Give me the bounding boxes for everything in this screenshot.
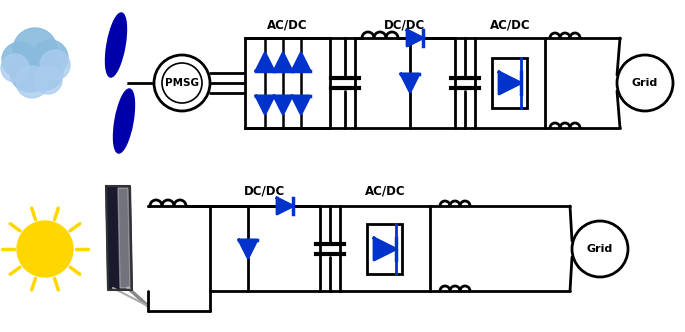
Polygon shape [274,96,292,114]
Bar [210,206,320,291]
Text: DC/DC: DC/DC [384,19,425,32]
Text: AC/DC: AC/DC [364,185,406,198]
Circle shape [27,54,63,90]
Polygon shape [256,96,274,114]
Polygon shape [239,240,257,258]
Text: AC/DC: AC/DC [266,19,308,32]
Circle shape [10,52,50,92]
Circle shape [572,221,628,277]
Ellipse shape [114,89,134,153]
Text: DC/DC: DC/DC [245,185,286,198]
Polygon shape [277,198,293,214]
Bar [355,38,455,128]
Polygon shape [374,238,396,260]
Text: Grid: Grid [587,244,613,254]
Bar [475,38,545,128]
Circle shape [1,54,29,82]
Polygon shape [407,30,423,46]
Circle shape [2,42,38,78]
Polygon shape [106,186,132,290]
Polygon shape [274,53,292,71]
Circle shape [16,66,48,98]
Polygon shape [292,53,310,71]
Ellipse shape [105,13,127,77]
Bar [493,58,527,108]
Circle shape [40,50,70,80]
Polygon shape [401,74,419,92]
Bar [245,38,330,128]
Circle shape [114,77,126,89]
Polygon shape [256,53,274,71]
Text: AC/DC: AC/DC [490,19,530,32]
Circle shape [32,40,68,76]
Text: Grid: Grid [632,78,658,88]
Circle shape [13,28,57,72]
Circle shape [617,55,673,111]
Polygon shape [499,72,521,94]
Text: PMSG: PMSG [165,78,199,88]
Circle shape [154,55,210,111]
Polygon shape [292,96,310,114]
Circle shape [17,221,73,277]
Polygon shape [118,188,130,288]
Circle shape [34,66,62,94]
Bar [367,224,403,274]
Bar [340,206,430,291]
